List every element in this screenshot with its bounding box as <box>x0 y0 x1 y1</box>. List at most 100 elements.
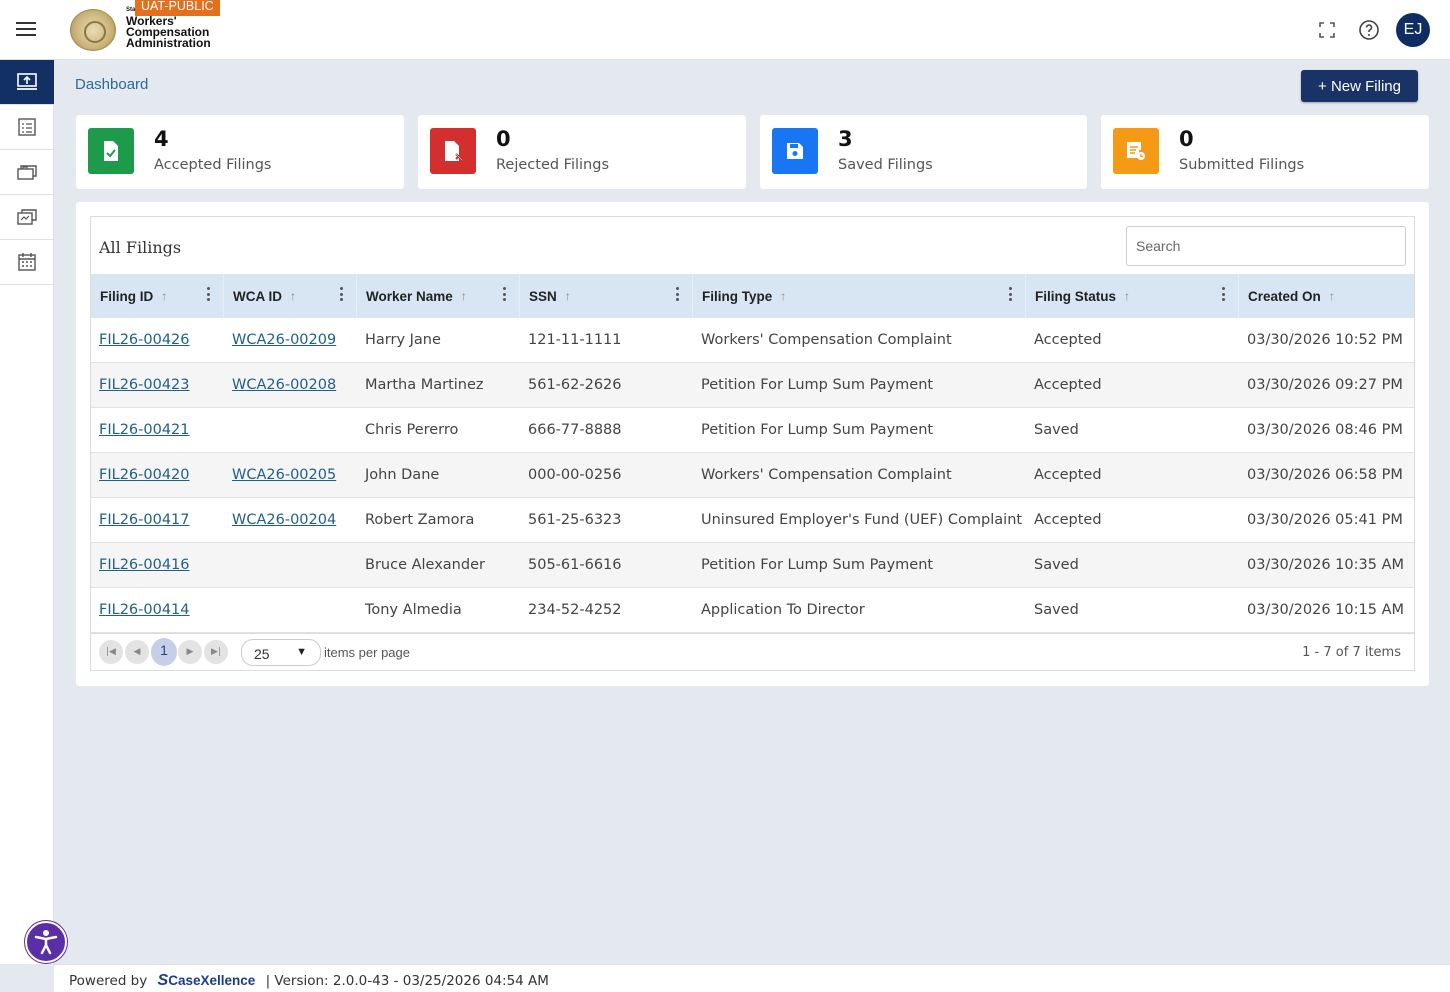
wca-id-link[interactable]: WCA26-00208 <box>232 377 337 393</box>
column-header-filing-type[interactable]: Filing Type ↑ <box>693 274 1026 318</box>
casexellence-logo: SCaseXellence <box>157 972 256 989</box>
first-page-icon[interactable]: |◀ <box>99 640 123 664</box>
column-menu-icon[interactable] <box>340 287 344 303</box>
help-icon[interactable] <box>1357 18 1381 42</box>
card-submitted-filings[interactable]: 0 Submitted Filings <box>1101 115 1429 189</box>
filing-id-link[interactable]: FIL26-00417 <box>99 512 190 528</box>
column-menu-icon[interactable] <box>503 287 507 303</box>
upload-monitor-icon <box>17 73 37 90</box>
cell-type: Workers' Compensation Complaint <box>701 332 952 348</box>
cell-status: Saved <box>1034 557 1079 573</box>
sort-arrow-icon[interactable]: ↑ <box>460 289 467 303</box>
sidebar-item-dashboard[interactable] <box>0 60 54 105</box>
cell-created: 03/30/2026 06:58 PM <box>1247 467 1403 483</box>
logo-text: Workers' Compensation Administration <box>126 14 211 50</box>
sort-arrow-icon[interactable]: ↑ <box>290 289 296 303</box>
cell-worker: Harry Jane <box>365 332 441 348</box>
page-button-current[interactable]: 1 <box>151 638 177 666</box>
cell-wca-id <box>224 543 357 587</box>
column-header-filing-id[interactable]: Filing ID ↑ <box>91 274 224 318</box>
column-header-filing-status[interactable]: Filing Status ↑ <box>1026 274 1239 318</box>
filings-panel: All Filings Filing ID↑ WCA ID↑ Worker Na… <box>76 202 1429 686</box>
sidebar-item-documents[interactable] <box>0 195 54 240</box>
sidebar-item-filings[interactable] <box>0 105 54 150</box>
next-page-icon[interactable]: ▶ <box>178 640 202 664</box>
column-header-wca-id[interactable]: WCA ID ↑ <box>224 274 357 318</box>
filing-id-link[interactable]: FIL26-00426 <box>99 332 190 348</box>
cell-wca-id: WCA26-00204 <box>224 498 357 542</box>
rejected-count: 0 <box>496 127 511 151</box>
cell-filing-id: FIL26-00421 <box>91 408 224 452</box>
fullscreen-icon[interactable] <box>1315 18 1339 42</box>
search-input[interactable] <box>1126 226 1406 266</box>
cell-ssn: 000-00-0256 <box>528 467 622 483</box>
cell-wca-id: WCA26-00208 <box>224 363 357 407</box>
cell-type: Petition For Lump Sum Payment <box>701 557 934 573</box>
filing-id-link[interactable]: FIL26-00421 <box>99 422 190 438</box>
sort-arrow-icon[interactable]: ↑ <box>564 289 571 303</box>
items-per-page-select[interactable]: 25 ▼ <box>241 639 321 666</box>
submitted-label: Submitted Filings <box>1179 157 1305 173</box>
cell-filing-id: FIL26-00416 <box>91 543 224 587</box>
saved-label: Saved Filings <box>838 157 933 173</box>
new-filing-button[interactable]: + New Filing <box>1301 70 1418 102</box>
cell-status: Accepted <box>1034 467 1102 483</box>
briefcase-stack-icon <box>17 165 37 180</box>
cell-wca-id: WCA26-00205 <box>224 453 357 497</box>
column-header-worker-name[interactable]: Worker Name ↑ <box>357 274 520 318</box>
card-accepted-filings[interactable]: 4 Accepted Filings <box>76 115 404 189</box>
last-page-icon[interactable]: ▶| <box>204 640 228 664</box>
cell-wca-id: WCA26-00209 <box>224 318 357 362</box>
user-avatar[interactable]: EJ <box>1396 13 1430 47</box>
column-menu-icon[interactable] <box>207 287 211 303</box>
table-row[interactable]: FIL26-00421 Chris Pererro 666-77-8888 Petit… <box>91 408 1414 453</box>
card-rejected-filings[interactable]: 0 Rejected Filings <box>418 115 746 189</box>
filing-id-link[interactable]: FIL26-00414 <box>99 602 190 618</box>
accessibility-icon[interactable] <box>25 921 67 963</box>
table-row[interactable]: FIL26-00416 Bruce Alexander 505-61-6616 Pet… <box>91 543 1414 588</box>
accepted-file-icon <box>88 128 134 174</box>
column-menu-icon[interactable] <box>676 287 680 303</box>
table-row[interactable]: FIL26-00423 WCA26-00208 Martha Martinez 561… <box>91 363 1414 408</box>
filing-id-link[interactable]: FIL26-00416 <box>99 557 190 573</box>
wca-id-link[interactable]: WCA26-00209 <box>232 332 337 348</box>
sidebar-item-cases[interactable] <box>0 150 54 195</box>
menu-icon[interactable] <box>16 19 38 41</box>
table-row[interactable]: FIL26-00417 WCA26-00204 Robert Zamora 561-2… <box>91 498 1414 543</box>
column-header-created-on[interactable]: Created On ↑ <box>1248 288 1335 304</box>
sort-arrow-icon[interactable]: ↑ <box>780 289 787 303</box>
sort-arrow-icon[interactable]: ↑ <box>1124 289 1130 303</box>
filing-id-link[interactable]: FIL26-00420 <box>99 467 190 483</box>
cell-worker: Martha Martinez <box>365 377 484 393</box>
breadcrumb-dashboard[interactable]: Dashboard <box>75 76 149 93</box>
sidebar-item-calendar[interactable] <box>0 240 54 285</box>
sort-arrow-icon[interactable]: ↑ <box>1328 289 1335 303</box>
saved-count: 3 <box>838 127 853 151</box>
column-menu-icon[interactable] <box>1222 287 1226 303</box>
sidebar <box>0 60 54 964</box>
sort-arrow-icon[interactable]: ↑ <box>161 289 168 303</box>
cell-type: Petition For Lump Sum Payment <box>701 422 934 438</box>
prev-page-icon[interactable]: ◀ <box>125 640 149 664</box>
wca-id-link[interactable]: WCA26-00205 <box>232 467 337 483</box>
card-saved-filings[interactable]: 3 Saved Filings <box>760 115 1087 189</box>
calendar-icon <box>18 253 36 271</box>
column-menu-icon[interactable] <box>1009 287 1013 303</box>
table-row[interactable]: FIL26-00426 WCA26-00209 Harry Jane 121-11-1… <box>91 318 1414 363</box>
cell-created: 03/30/2026 08:46 PM <box>1247 422 1403 438</box>
pager: |◀ ◀ 1 ▶ ▶| 25 ▼ items per page 1 - 7 of … <box>91 633 1414 671</box>
filing-id-link[interactable]: FIL26-00423 <box>99 377 190 393</box>
cell-filing-id: FIL26-00420 <box>91 453 224 497</box>
column-header-ssn[interactable]: SSN ↑ <box>520 274 693 318</box>
table-body: FIL26-00426 WCA26-00209 Harry Jane 121-11-1… <box>91 318 1414 633</box>
cell-created: 03/30/2026 05:41 PM <box>1247 512 1403 528</box>
cell-worker: John Dane <box>365 467 440 483</box>
cell-wca-id <box>224 588 357 632</box>
table-header: Filing ID ↑ WCA ID ↑ Worker Name ↑ SSN ↑ Fil… <box>91 274 1414 318</box>
table-row[interactable]: FIL26-00414 Tony Almedia 234-52-4252 Applic… <box>91 588 1414 633</box>
cell-worker: Tony Almedia <box>365 602 462 618</box>
wca-id-link[interactable]: WCA26-00204 <box>232 512 337 528</box>
items-per-page-label: items per page <box>324 645 410 660</box>
table-row[interactable]: FIL26-00420 WCA26-00205 John Dane 000-00-02… <box>91 453 1414 498</box>
save-disk-icon <box>772 128 818 174</box>
